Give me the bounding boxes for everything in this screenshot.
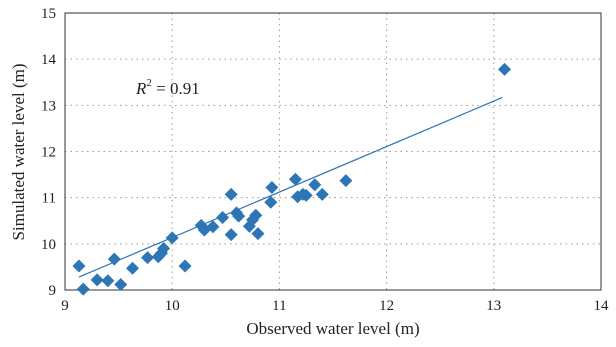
x-tick-label: 11 [272, 298, 286, 314]
x-tick-labels: 9 10 11 12 13 14 [61, 298, 609, 314]
x-tick-label: 10 [165, 298, 180, 314]
data-point [165, 231, 179, 245]
data-point [224, 187, 238, 201]
y-axis-label: Simulated water level (m) [9, 63, 28, 240]
data-point [90, 273, 104, 287]
data-point [206, 220, 220, 234]
data-point [224, 228, 238, 242]
data-point [114, 277, 128, 291]
data-point [251, 227, 265, 241]
data-points [72, 62, 512, 296]
y-tick-label: 15 [41, 6, 56, 22]
x-tick-label: 13 [486, 298, 501, 314]
y-tick-label: 9 [49, 283, 57, 299]
y-tick-label: 11 [42, 191, 56, 207]
data-point [265, 181, 279, 195]
r-superscript: 2 [146, 77, 152, 89]
data-point [232, 209, 246, 223]
y-tick-label: 10 [41, 237, 56, 253]
data-point [498, 62, 512, 76]
trend-line [78, 96, 503, 278]
x-tick-label: 9 [61, 298, 69, 314]
x-tick-label: 14 [594, 298, 610, 314]
y-tick-label: 14 [41, 52, 57, 68]
data-point [288, 172, 302, 186]
data-point [101, 274, 115, 288]
data-point [264, 195, 278, 209]
data-point [249, 208, 263, 222]
data-point [299, 188, 313, 202]
y-tick-labels: 9 10 11 12 13 14 15 [41, 6, 57, 299]
data-point [107, 252, 121, 266]
grid-lines [65, 13, 601, 290]
data-point [157, 241, 171, 255]
data-point [141, 251, 155, 265]
y-tick-label: 12 [41, 145, 56, 161]
r-squared-annotation: R2 = 0.91 [135, 77, 200, 98]
data-point [151, 250, 165, 264]
data-point [76, 282, 90, 296]
r-symbol: R [135, 79, 147, 98]
x-axis-label: Observed water level (m) [246, 319, 419, 338]
x-tick-label: 12 [379, 298, 394, 314]
data-point [126, 261, 140, 275]
plot-frame [64, 12, 602, 291]
data-point [308, 178, 322, 192]
data-point [216, 211, 230, 225]
data-point [315, 187, 329, 201]
data-point [178, 259, 192, 273]
data-point [72, 259, 86, 273]
data-point [339, 174, 353, 188]
y-tick-label: 13 [41, 98, 56, 114]
r-value: = 0.91 [152, 79, 200, 98]
